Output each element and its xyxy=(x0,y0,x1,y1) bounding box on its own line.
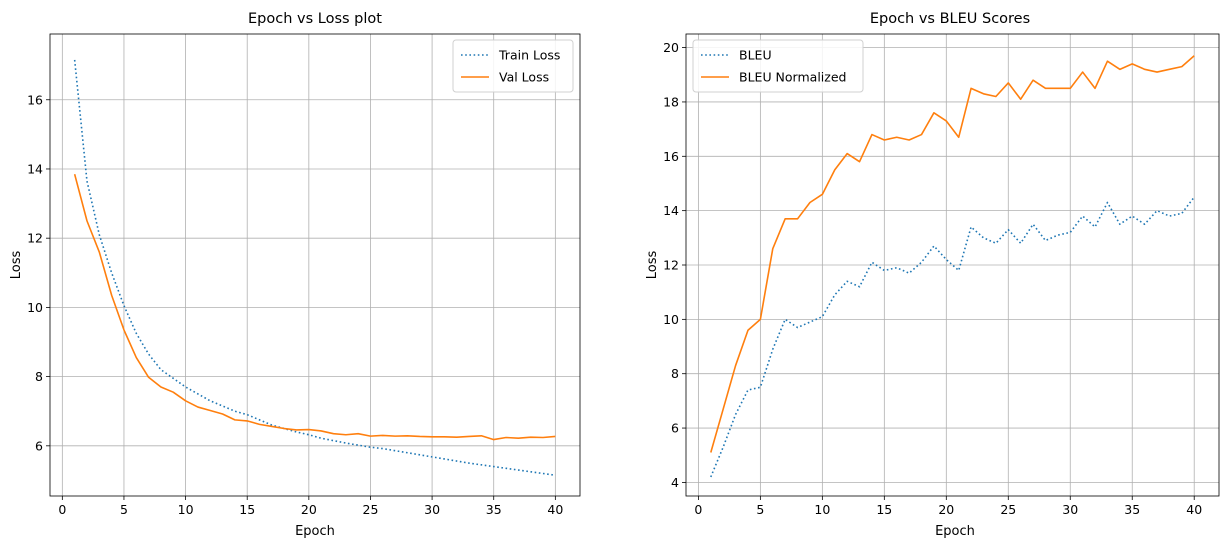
bleu-chart-ytick-label: 10 xyxy=(663,312,679,327)
loss-chart-xtick-label: 30 xyxy=(424,502,440,517)
loss-chart-grid xyxy=(50,34,580,496)
bleu-chart-ytick-label: 16 xyxy=(663,149,679,164)
loss-chart-frame xyxy=(49,33,581,497)
bleu-chart-ylabel: Loss xyxy=(645,251,660,280)
bleu-chart-grid xyxy=(686,34,1219,496)
bleu-chart-ytick-label: 20 xyxy=(663,40,679,55)
loss-chart-title: Epoch vs Loss plot xyxy=(248,11,382,27)
bleu-chart-series-bleu xyxy=(710,196,1195,478)
loss-chart-ytick-label: 14 xyxy=(27,161,43,176)
bleu-chart-legend-box xyxy=(692,39,864,93)
bleu-chart-legend-label: BLEU Normalized xyxy=(739,70,846,85)
loss-chart-xtick-label: 10 xyxy=(178,502,194,517)
loss-chart-legend: Train Loss Val Loss xyxy=(452,39,574,93)
bleu-chart-xtick-label: 30 xyxy=(1062,502,1078,517)
loss-chart-legend-box xyxy=(452,39,574,93)
loss-chart-series xyxy=(73,59,556,477)
loss-chart-ytick-label: 6 xyxy=(35,438,43,453)
bleu-chart-legend-label: BLEU xyxy=(739,48,772,63)
bleu-chart-ytick-label: 14 xyxy=(663,203,679,218)
loss-chart-xtick-label: 20 xyxy=(301,502,317,517)
loss-chart-series-train-loss xyxy=(73,59,556,477)
bleu-chart-xtick-label: 40 xyxy=(1186,502,1202,517)
loss-chart: Epoch vs Loss plot 0 5 10 15 20 25 30 35 40 6 8 10 1… xyxy=(9,11,581,539)
loss-chart-ytick-label: 8 xyxy=(35,369,43,384)
bleu-chart-xtick-label: 35 xyxy=(1124,502,1140,517)
bleu-chart-xlabel: Epoch xyxy=(935,524,975,539)
bleu-chart-ytick-label: 12 xyxy=(663,258,679,273)
loss-chart-xtick-label: 25 xyxy=(363,502,379,517)
loss-chart-ylabel: Loss xyxy=(9,251,24,280)
bleu-chart-ytick-label: 18 xyxy=(663,94,679,109)
loss-chart-xlabel: Epoch xyxy=(295,524,335,539)
loss-chart-ytick-label: 16 xyxy=(27,92,43,107)
loss-chart-xtick-label: 0 xyxy=(58,502,66,517)
bleu-chart-xtick-label: 10 xyxy=(814,502,830,517)
loss-chart-ytick-label: 10 xyxy=(27,300,43,315)
bleu-chart-ytick-label: 6 xyxy=(671,421,679,436)
loss-chart-xtick-label: 40 xyxy=(547,502,563,517)
bleu-chart-xtick-label: 20 xyxy=(938,502,954,517)
bleu-chart-ytick-label: 8 xyxy=(671,366,679,381)
loss-chart-legend-label: Train Loss xyxy=(498,48,560,63)
bleu-chart-series xyxy=(710,55,1195,478)
loss-chart-xtick-label: 5 xyxy=(120,502,128,517)
bleu-chart-ticks: 0 5 10 15 20 25 30 35 40 4 6 8 10 12 14 16 18 20 xyxy=(663,40,1202,517)
bleu-chart-xtick-label: 0 xyxy=(694,502,702,517)
bleu-chart: Epoch vs BLEU Scores 0 5 10 15 20 25 30 35 40 4 6 8… xyxy=(645,11,1220,539)
bleu-chart-xtick-label: 15 xyxy=(876,502,892,517)
loss-chart-ytick-label: 12 xyxy=(27,231,43,246)
bleu-chart-series-bleu-normalized xyxy=(710,55,1195,453)
bleu-chart-ytick-label: 4 xyxy=(671,475,679,490)
loss-chart-ticks: 0 5 10 15 20 25 30 35 40 6 8 10 12 14 16 xyxy=(27,92,563,517)
bleu-chart-legend: BLEU BLEU Normalized xyxy=(692,39,864,93)
loss-chart-xtick-label: 15 xyxy=(239,502,255,517)
loss-chart-legend-label: Val Loss xyxy=(499,70,549,85)
loss-chart-xtick-label: 35 xyxy=(486,502,502,517)
bleu-chart-title: Epoch vs BLEU Scores xyxy=(870,11,1030,27)
bleu-chart-xtick-label: 5 xyxy=(756,502,764,517)
loss-chart-series-val-loss xyxy=(73,173,556,441)
bleu-chart-xtick-label: 25 xyxy=(1000,502,1016,517)
